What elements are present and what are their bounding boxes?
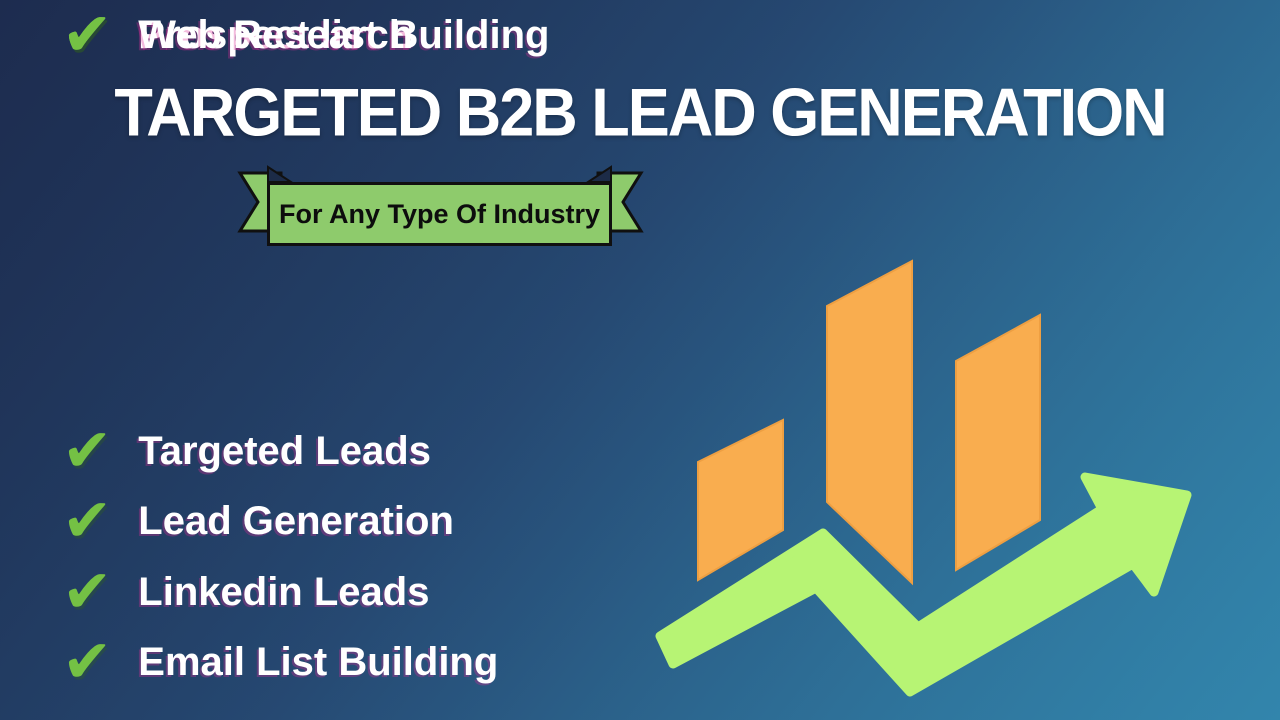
list-item: ✔ Prospect list Building <box>62 0 549 70</box>
check-icon: ✔ <box>62 0 113 70</box>
list-item: ✔ Email List Building <box>62 627 498 697</box>
list-item: ✔ Linkedin Leads <box>62 557 429 627</box>
check-icon: ✔ <box>62 0 113 70</box>
ribbon-left-fold <box>267 165 295 183</box>
bar-chart-left-bar-icon <box>697 418 784 582</box>
check-icon: ✔ <box>62 416 113 486</box>
page-title: TARGETED B2B LEAD GENERATION <box>114 75 1167 151</box>
list-item-label: Targeted Leads <box>138 428 431 473</box>
list-item-label: Email List Building <box>138 639 499 684</box>
ribbon-right-fold <box>584 165 612 183</box>
check-icon: ✔ <box>62 486 113 556</box>
check-icon: ✔ <box>62 557 113 627</box>
ribbon-banner-label: For Any Type Of Industry <box>278 198 601 229</box>
list-item-label: Lead Generation <box>138 498 454 543</box>
list-item-label: Linkedin Leads <box>138 569 430 614</box>
ribbon-banner: For Any Type Of Industry <box>267 182 612 246</box>
bar-chart-middle-bar-icon <box>826 259 913 586</box>
list-item-label: Prospect list Building <box>138 12 550 57</box>
list-item: ✔ Targeted Leads <box>62 416 431 486</box>
list-item: ✔ Lead Generation <box>62 486 454 556</box>
check-icon: ✔ <box>62 627 113 697</box>
bar-chart-right-bar-icon <box>955 313 1041 572</box>
list-item: ✔ Web Research <box>62 0 413 70</box>
list-item-label: Web Research <box>138 12 414 57</box>
growth-arrow-icon <box>655 472 1192 697</box>
